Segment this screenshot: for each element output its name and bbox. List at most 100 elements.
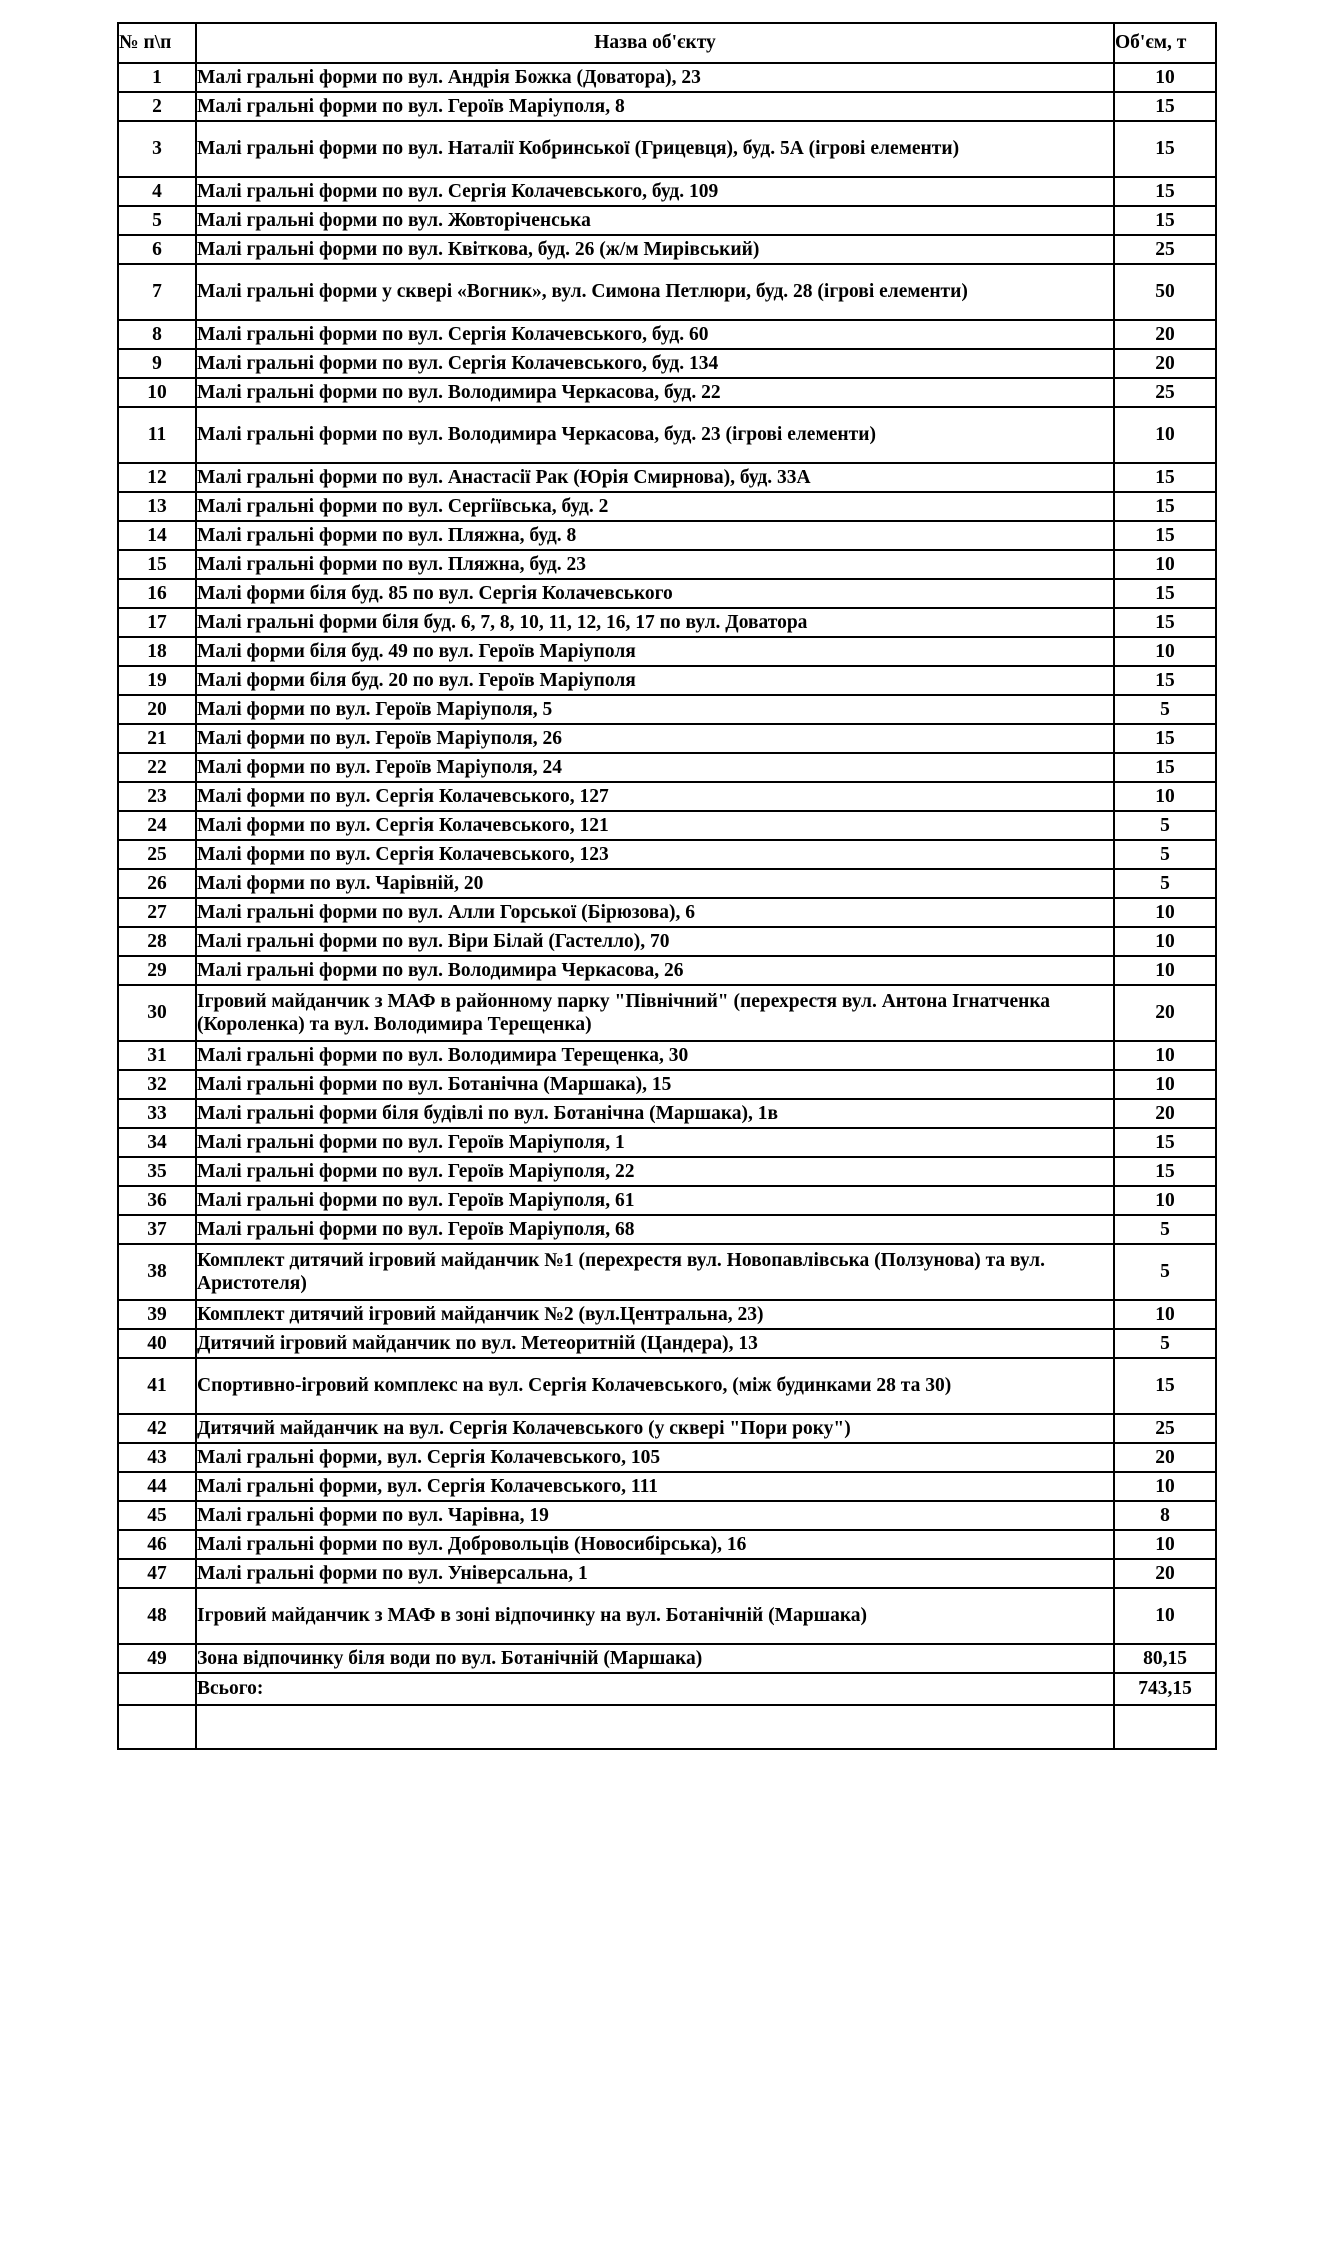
cell-object-name: Малі гральні форми, вул. Сергія Колачевс…: [195, 1471, 1115, 1502]
table-row: 17 Малі гральні форми біля буд. 6, 7, 8, …: [117, 607, 1217, 638]
cell-object-name: Зона відпочинку біля води по вул. Ботані…: [195, 1643, 1115, 1674]
column-header-number: № п\п: [117, 22, 197, 64]
table-row: 36 Малі гральні форми по вул. Героїв Марі…: [117, 1185, 1217, 1216]
cell-row-number: 13: [117, 491, 197, 522]
cell-object-name: Малі гральні форми у сквері «Вогник», ву…: [195, 263, 1115, 321]
cell-row-number: 17: [117, 607, 197, 638]
cell-volume: 25: [1113, 1413, 1217, 1444]
cell-row-number: 9: [117, 348, 197, 379]
cell-object-name: Малі гральні форми по вул. Пляжна, буд. …: [195, 520, 1115, 551]
cell-object-name: Малі гральні форми по вул. Володимира Че…: [195, 377, 1115, 408]
table-row: 9 Малі гральні форми по вул. Сергія Колач…: [117, 348, 1217, 379]
cell-row-number: 18: [117, 636, 197, 667]
cell-volume: 10: [1113, 636, 1217, 667]
cell-volume: 5: [1113, 1214, 1217, 1245]
cell-row-number: 27: [117, 897, 197, 928]
cell-row-number: 37: [117, 1214, 197, 1245]
table-row: 32 Малі гральні форми по вул. Ботанічна (…: [117, 1069, 1217, 1100]
table-row: 23 Малі форми по вул. Сергія Колачевськог…: [117, 781, 1217, 812]
cell-volume: 15: [1113, 120, 1217, 178]
cell-row-number: 28: [117, 926, 197, 957]
table-row: 5 Малі гральні форми по вул. Жовторіченсь…: [117, 205, 1217, 236]
table-row: 37 Малі гральні форми по вул. Героїв Марі…: [117, 1214, 1217, 1245]
cell-volume: 25: [1113, 234, 1217, 265]
cell-row-number: 30: [117, 984, 197, 1042]
table-row: 1 Малі гральні форми по вул. Андрія Божка…: [117, 62, 1217, 93]
cell-row-number: 20: [117, 694, 197, 725]
cell-volume: 15: [1113, 607, 1217, 638]
cell-object-name: Малі форми по вул. Героїв Маріуполя, 5: [195, 694, 1115, 725]
cell-volume: 10: [1113, 549, 1217, 580]
table-row: 49 Зона відпочинку біля води по вул. Бота…: [117, 1643, 1217, 1674]
cell-volume: 10: [1113, 1529, 1217, 1560]
table-row: 18 Малі форми біля буд. 49 по вул. Героїв…: [117, 636, 1217, 667]
table-row: 27 Малі гральні форми по вул. Алли Горськ…: [117, 897, 1217, 928]
table-row: 16 Малі форми біля буд. 85 по вул. Сергія…: [117, 578, 1217, 609]
cell-volume: 10: [1113, 781, 1217, 812]
table-row: 14 Малі гральні форми по вул. Пляжна, буд…: [117, 520, 1217, 551]
table-empty-row: [117, 1704, 1217, 1750]
table-row: 21 Малі форми по вул. Героїв Маріуполя, 2…: [117, 723, 1217, 754]
cell-volume: 15: [1113, 176, 1217, 207]
cell-row-number: 5: [117, 205, 197, 236]
table-row: 26 Малі форми по вул. Чарівній, 20 5: [117, 868, 1217, 899]
cell-row-number: 7: [117, 263, 197, 321]
table-row: 12 Малі гральні форми по вул. Анастасії Р…: [117, 462, 1217, 493]
total-label: Всього:: [195, 1672, 1115, 1706]
cell-row-number: 47: [117, 1558, 197, 1589]
table-row: 42 Дитячий майданчик на вул. Сергія Колач…: [117, 1413, 1217, 1444]
cell-row-number: 29: [117, 955, 197, 986]
table-row: 2 Малі гральні форми по вул. Героїв Маріу…: [117, 91, 1217, 122]
cell-object-name: Малі форми по вул. Сергія Колачевського,…: [195, 781, 1115, 812]
cell-volume: 15: [1113, 491, 1217, 522]
table-row: 48 Ігровий майданчик з МАФ в зоні відпочи…: [117, 1587, 1217, 1645]
cell-row-number: 1: [117, 62, 197, 93]
table-row: 4 Малі гральні форми по вул. Сергія Колач…: [117, 176, 1217, 207]
cell-volume: 5: [1113, 1243, 1217, 1301]
column-header-volume: Об'єм, т: [1113, 22, 1217, 64]
cell-object-name: Малі гральні форми по вул. Ботанічна (Ма…: [195, 1069, 1115, 1100]
table-row: 41 Спортивно-ігровий комплекс на вул. Сер…: [117, 1357, 1217, 1415]
cell-object-name: Малі форми по вул. Сергія Колачевського,…: [195, 810, 1115, 841]
cell-object-name: Малі гральні форми по вул. Сергіївська, …: [195, 491, 1115, 522]
cell-object-name: Малі гральні форми по вул. Героїв Маріуп…: [195, 1156, 1115, 1187]
table-row: 3 Малі гральні форми по вул. Наталії Кобр…: [117, 120, 1217, 178]
cell-volume: 15: [1113, 752, 1217, 783]
cell-object-name: Малі гральні форми по вул. Анастасії Рак…: [195, 462, 1115, 493]
cell-volume: 15: [1113, 520, 1217, 551]
cell-object-name: Малі гральні форми по вул. Героїв Маріуп…: [195, 1185, 1115, 1216]
cell-volume: 15: [1113, 462, 1217, 493]
cell-volume: 80,15: [1113, 1643, 1217, 1674]
table-row: 43 Малі гральні форми, вул. Сергія Колаче…: [117, 1442, 1217, 1473]
cell-row-number: 23: [117, 781, 197, 812]
table-row: 25 Малі форми по вул. Сергія Колачевськог…: [117, 839, 1217, 870]
cell-object-name: Спортивно-ігровий комплекс на вул. Сергі…: [195, 1357, 1115, 1415]
cell-object-name: Малі гральні форми по вул. Сергія Колаче…: [195, 176, 1115, 207]
cell-row-number: 41: [117, 1357, 197, 1415]
table-header-row: № п\п Назва об'єкту Об'єм, т: [117, 22, 1217, 64]
cell-row-number: 22: [117, 752, 197, 783]
cell-object-name: Малі форми біля буд. 49 по вул. Героїв М…: [195, 636, 1115, 667]
cell-row-number: 21: [117, 723, 197, 754]
cell-object-name: Ігровий майданчик з МАФ в зоні відпочинк…: [195, 1587, 1115, 1645]
cell-row-number: 12: [117, 462, 197, 493]
cell-row-number: 38: [117, 1243, 197, 1301]
cell-object-name: Малі гральні форми, вул. Сергія Колачевс…: [195, 1442, 1115, 1473]
cell-volume: 10: [1113, 1587, 1217, 1645]
cell-row-number: 24: [117, 810, 197, 841]
cell-object-name: Малі гральні форми по вул. Пляжна, буд. …: [195, 549, 1115, 580]
table-row: 33 Малі гральні форми біля будівлі по вул…: [117, 1098, 1217, 1129]
table-total-row: Всього: 743,15: [117, 1672, 1217, 1706]
table-row: 34 Малі гральні форми по вул. Героїв Марі…: [117, 1127, 1217, 1158]
cell-empty-number: [117, 1704, 197, 1750]
table-row: 45 Малі гральні форми по вул. Чарівна, 19…: [117, 1500, 1217, 1531]
cell-volume: 15: [1113, 1156, 1217, 1187]
table-row: 31 Малі гральні форми по вул. Володимира …: [117, 1040, 1217, 1071]
cell-volume: 25: [1113, 377, 1217, 408]
table-row: 46 Малі гральні форми по вул. Добровольцi…: [117, 1529, 1217, 1560]
total-volume: 743,15: [1113, 1672, 1217, 1706]
cell-object-name: Малі форми по вул. Сергія Колачевського,…: [195, 839, 1115, 870]
cell-volume: 15: [1113, 1127, 1217, 1158]
cell-row-number: 19: [117, 665, 197, 696]
